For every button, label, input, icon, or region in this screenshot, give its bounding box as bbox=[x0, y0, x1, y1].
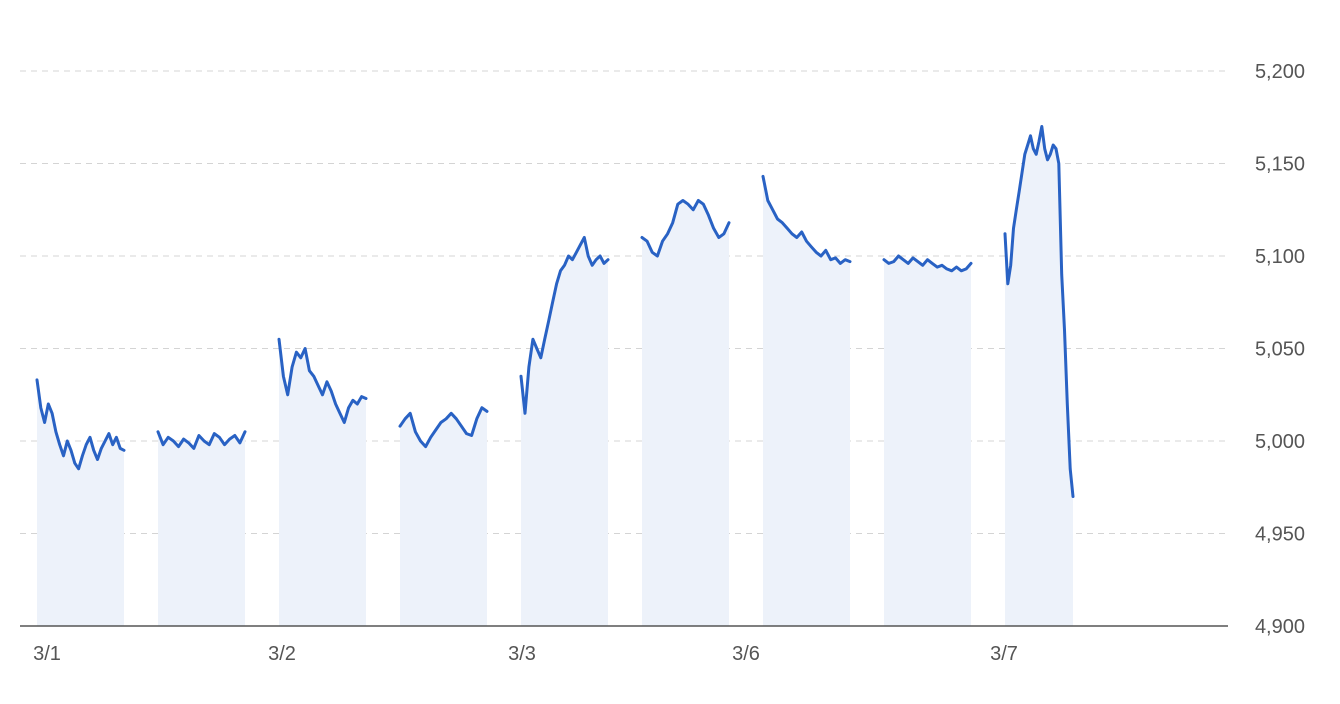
session-area bbox=[1005, 126, 1073, 626]
session-line bbox=[519, 236, 610, 415]
y-tick-label: 5,000 bbox=[1255, 431, 1305, 453]
session-area bbox=[763, 176, 850, 626]
x-tick-label: 3/6 bbox=[732, 643, 760, 665]
y-tick-label: 5,100 bbox=[1255, 246, 1305, 268]
session-line bbox=[761, 174, 852, 265]
y-tick-label: 5,050 bbox=[1255, 339, 1305, 361]
session-line bbox=[156, 430, 247, 450]
session-area bbox=[37, 379, 124, 626]
session-area bbox=[279, 339, 366, 626]
session-area bbox=[521, 237, 608, 626]
line-layer bbox=[35, 125, 1075, 498]
x-tick-label: 3/2 bbox=[268, 643, 296, 665]
session-line bbox=[882, 254, 973, 273]
x-tick-label: 3/1 bbox=[33, 643, 61, 665]
y-tick-label: 5,200 bbox=[1255, 61, 1305, 83]
session-area bbox=[642, 200, 729, 626]
x-tick-label: 3/3 bbox=[508, 643, 536, 665]
x-tick-label: 3/7 bbox=[990, 643, 1018, 665]
session-line bbox=[1003, 125, 1075, 498]
y-tick-label: 5,150 bbox=[1255, 154, 1305, 176]
session-line bbox=[640, 199, 731, 258]
session-line bbox=[35, 378, 126, 471]
y-tick-label: 4,950 bbox=[1255, 524, 1305, 546]
session-area bbox=[158, 431, 245, 626]
session-line bbox=[398, 406, 489, 449]
session-line bbox=[277, 337, 368, 424]
session-area bbox=[400, 407, 487, 626]
fill-layer bbox=[37, 126, 1073, 626]
session-area bbox=[884, 256, 971, 626]
label-layer: 4,900 4,950 5,000 5,050 5,100 5,150 5,200 3/1 3/… bbox=[33, 61, 1305, 665]
y-tick-label: 4,900 bbox=[1255, 616, 1305, 638]
